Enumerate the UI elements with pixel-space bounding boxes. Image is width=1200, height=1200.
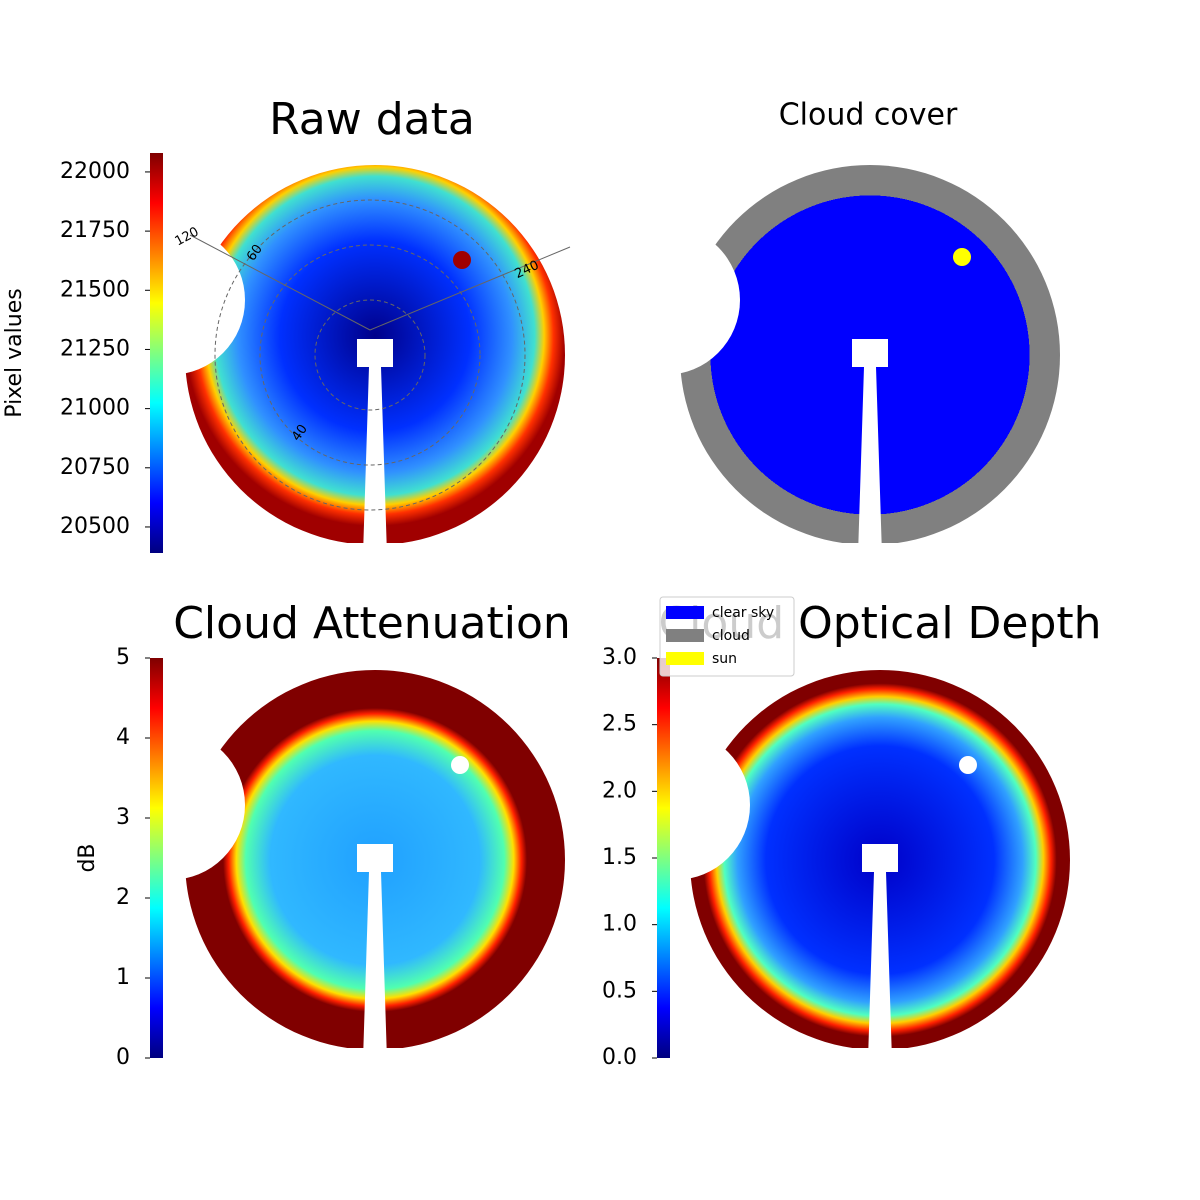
polar-ring	[314, 299, 426, 411]
legend-swatch	[666, 606, 704, 619]
panel-title: Cloud Attenuation	[173, 598, 571, 649]
colorbar	[150, 658, 163, 1058]
sun-mask	[953, 248, 971, 266]
panel	[185, 670, 565, 1050]
polar-spoke	[189, 234, 371, 331]
colorbar-tick-label: 21000	[60, 396, 130, 421]
colorbar-tick-label: 4	[116, 725, 130, 750]
colorbar-tick-label: 1.5	[602, 845, 637, 870]
legend-swatch	[666, 629, 704, 642]
colorbar-tick-label: 1.0	[602, 912, 637, 937]
sky-image	[185, 165, 565, 545]
colorbar-tick-label: 20500	[60, 514, 130, 539]
colorbar-tick-label: 0	[116, 1045, 130, 1070]
colorbar	[150, 153, 163, 553]
sky-image-data	[185, 165, 565, 545]
panel-title: Raw data	[269, 94, 475, 145]
colorbar	[657, 658, 670, 1058]
sky-image	[185, 670, 565, 1050]
legend-label: sun	[712, 651, 737, 667]
sky-image-data	[690, 670, 1070, 1050]
sky-image-data	[680, 165, 1060, 545]
colorbar-tick-label: 0.0	[602, 1045, 637, 1070]
panel	[680, 165, 1060, 545]
polar-ring	[259, 244, 481, 466]
colorbar-tick-label: 5	[116, 645, 130, 670]
colorbar-label: dB	[75, 843, 100, 872]
colorbar-tick-label: 2.0	[602, 778, 637, 803]
sky-image-data	[185, 670, 565, 1050]
colorbar-tick-label: 21750	[60, 218, 130, 243]
colorbar-tick-label: 3.0	[602, 645, 637, 670]
sky-image	[690, 670, 1070, 1050]
polar-spoke	[369, 246, 571, 331]
colorbar-tick-label: 22000	[60, 159, 130, 184]
legend-swatch	[666, 652, 704, 665]
colorbar-tick-label: 3	[116, 805, 130, 830]
colorbar-tick-label: 2.5	[602, 712, 637, 737]
legend-label: clear sky	[712, 605, 774, 621]
polar-ring	[214, 199, 526, 511]
colorbar-tick-label: 21500	[60, 277, 130, 302]
panel-title: Cloud cover	[779, 98, 958, 133]
sun-mask	[451, 756, 469, 774]
colorbar-tick-label: 20750	[60, 455, 130, 480]
sun-mask	[453, 251, 471, 269]
colorbar-tick-label: 1	[116, 965, 130, 990]
sky-image	[680, 165, 1060, 545]
colorbar-label: Pixel values	[2, 288, 27, 417]
panel	[690, 670, 1070, 1050]
polar-grid	[189, 199, 571, 511]
sun-mask	[959, 756, 977, 774]
colorbar-tick-label: 21250	[60, 336, 130, 361]
colorbar-tick-label: 0.5	[602, 978, 637, 1003]
colorbar-tick-label: 2	[116, 885, 130, 910]
legend-label: cloud	[712, 628, 750, 644]
